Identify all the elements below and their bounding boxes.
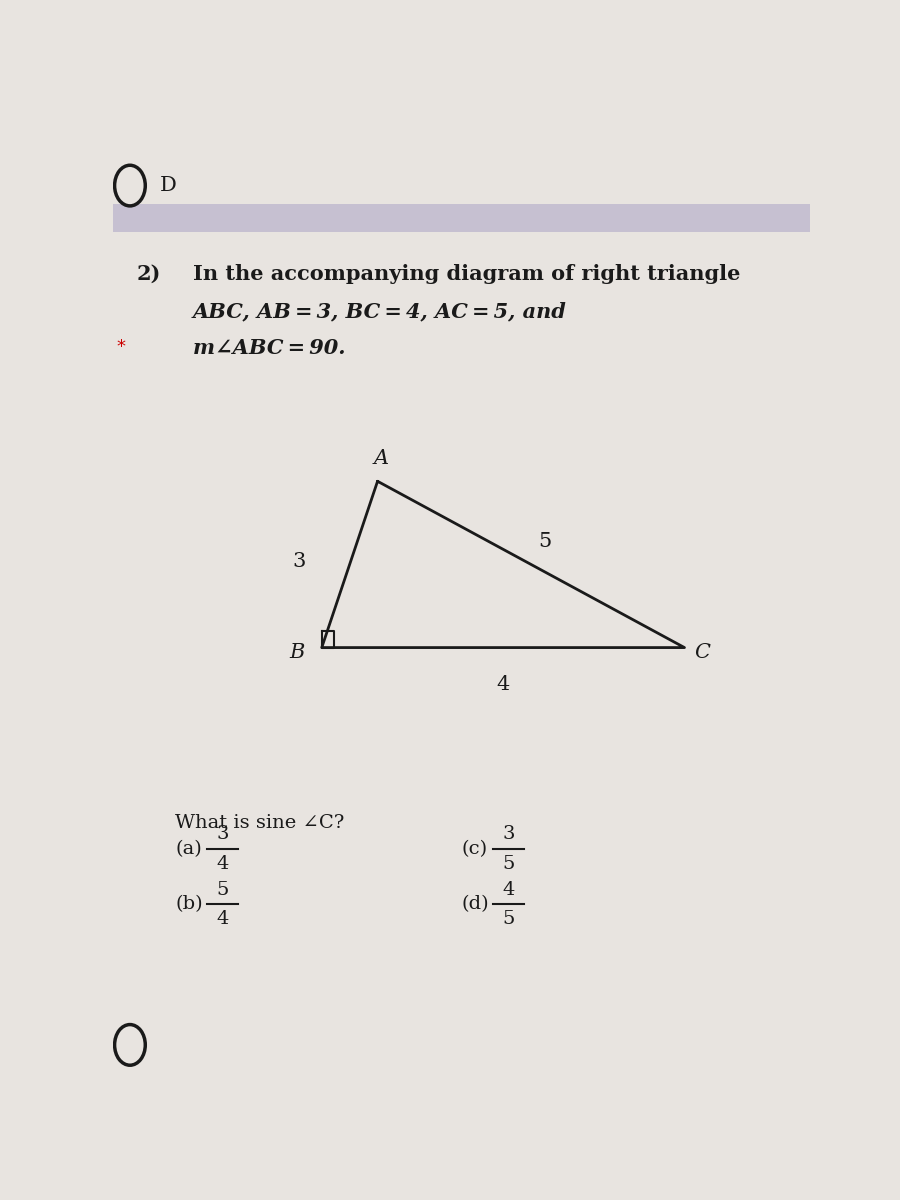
Text: (d): (d) [461,895,489,913]
Text: 3: 3 [502,826,515,844]
Text: ABC, AB = 3, BC = 4, AC = 5, and: ABC, AB = 3, BC = 4, AC = 5, and [193,301,567,322]
Text: 2): 2) [137,264,161,284]
Text: D: D [160,176,176,196]
Text: (a): (a) [176,840,202,858]
Text: 5: 5 [502,854,515,872]
Text: What is sine ∠C?: What is sine ∠C? [176,814,345,832]
Text: (c): (c) [461,840,488,858]
Text: 5: 5 [217,881,229,899]
Text: 5: 5 [538,532,552,551]
Text: A: A [374,449,389,468]
Text: B: B [290,643,305,661]
Text: *: * [116,338,125,356]
Text: 4: 4 [217,911,229,929]
Text: 4: 4 [217,854,229,872]
Text: m∠ABC = 90.: m∠ABC = 90. [193,338,346,358]
Text: C: C [694,643,710,661]
Text: 5: 5 [502,911,515,929]
Text: (b): (b) [176,895,202,913]
Text: 3: 3 [292,552,306,571]
Bar [112,204,810,232]
Text: 4: 4 [502,881,515,899]
Text: 3: 3 [217,826,229,844]
Text: 4: 4 [497,676,509,694]
Text: In the accompanying diagram of right triangle: In the accompanying diagram of right tri… [193,264,740,284]
